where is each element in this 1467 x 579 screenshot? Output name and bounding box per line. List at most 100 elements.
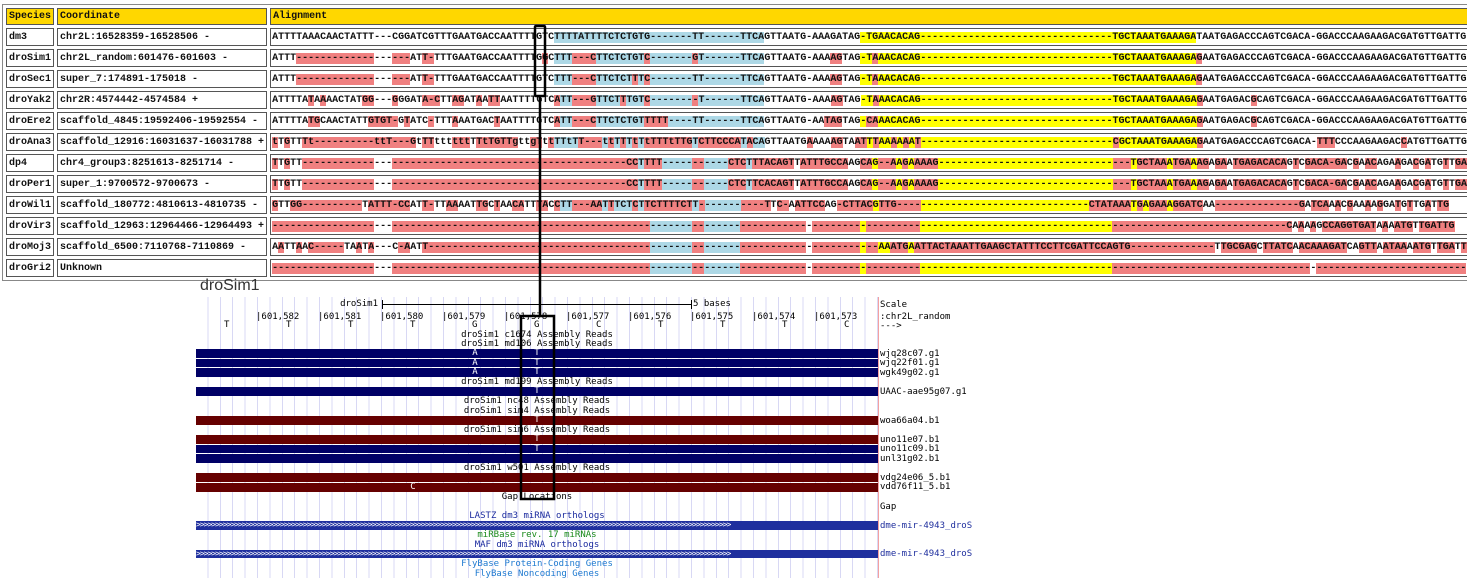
alignment-segment: T xyxy=(620,94,627,106)
assembly-read[interactable]: T xyxy=(196,434,878,444)
track-label[interactable]: droSim1 w501 Assembly Reads xyxy=(463,463,611,474)
alignment-segment: ATTACTAAATTGAAGCTATTTCCTTCGATTCCAGTG----… xyxy=(914,241,1215,253)
alignment-segment: ttt xyxy=(434,136,453,148)
alignment-segment: A xyxy=(788,199,795,211)
alignment-segment: TTCTCT xyxy=(596,73,633,85)
alignment-segment: GA xyxy=(1400,178,1413,190)
assembly-read[interactable]: T xyxy=(196,415,878,425)
alignment-segment: TG xyxy=(1413,199,1426,211)
alignment-segment: ATTT xyxy=(272,52,297,64)
alignment-segment: TGATTG xyxy=(1418,220,1455,232)
track-label[interactable]: miRBase rev. 17 miRNAs xyxy=(477,530,597,541)
track-label[interactable]: FlyBase Protein-Coding Genes xyxy=(461,558,613,569)
read-name-label[interactable]: vdg24e06_5.b1 xyxy=(880,472,951,483)
read-name-label[interactable]: uno11c09.b1 xyxy=(880,444,940,455)
reference-base: T xyxy=(782,320,788,330)
alignment-segment: C xyxy=(1346,157,1353,169)
assembly-read[interactable]: T xyxy=(196,386,878,396)
alignment-segment: --- xyxy=(374,262,393,274)
alignment-segment: G xyxy=(1250,115,1257,127)
position-tick-label: |601,573 xyxy=(814,312,858,322)
coordinate-cell: scaffold_180772:4810613-4810735 - xyxy=(57,196,268,214)
track-label[interactable]: Gap Locations xyxy=(501,492,573,503)
alignment-segment: - xyxy=(806,220,813,232)
position-tick-label: |601,574 xyxy=(752,312,796,322)
mirna-name-label[interactable]: dme-mir-4943_droS xyxy=(880,520,973,531)
mirna-name-label[interactable]: dme-mir-4943_droS xyxy=(880,549,973,560)
alignment-segment: ATTT-CC xyxy=(368,199,411,211)
alignment-segment: TtTGTTg xyxy=(476,136,519,148)
alignment-segment: T xyxy=(278,178,285,190)
track-label[interactable]: droSim1 nc48 Assembly Reads xyxy=(463,396,611,407)
alignment-segment: AAT xyxy=(458,199,477,211)
alignment-segment: TG xyxy=(1460,241,1467,253)
alignment-segment: -TGAACACAG------------------------------… xyxy=(860,31,1197,43)
alignment-segment: G xyxy=(284,157,291,169)
alignment-segment: TT xyxy=(560,94,573,106)
position-tick-label: |601,576 xyxy=(628,312,672,322)
alignment-segment: A xyxy=(476,94,483,106)
alignment-segment: T- xyxy=(422,52,435,64)
alignment-segment: TAG xyxy=(842,115,861,127)
alignment-segment: GTTAATG-AAAGATAG xyxy=(764,31,861,43)
alignment-segment: AACACAG--------------------------------T… xyxy=(878,52,1197,64)
read-name-label[interactable]: vdd76f11_5.b1 xyxy=(880,482,951,493)
assembly-read[interactable] xyxy=(196,473,878,482)
alignment-segment: C xyxy=(1298,178,1305,190)
track-label[interactable]: droSim1 c1674 Assembly Reads xyxy=(461,329,613,340)
alignment-segment: A xyxy=(296,241,303,253)
alignment-row: droWil1 scaffold_180772:4810613-4810735 -… xyxy=(6,196,1467,214)
alignment-segment: T- xyxy=(422,73,435,85)
read-name-label[interactable]: wgk49g02.g1 xyxy=(880,367,940,378)
alignment-segment: ----------------- xyxy=(272,220,375,232)
alignment-segment: A xyxy=(1292,220,1299,232)
read-name-label[interactable]: wjq28c07.g1 xyxy=(880,348,940,359)
reference-base: C xyxy=(844,320,850,330)
alignment-segment: TA xyxy=(842,136,855,148)
alignment-segment: G xyxy=(692,52,699,64)
read-name-label[interactable]: UAAC-aae95g07.g1 xyxy=(880,386,967,397)
alignment-segment: ----------- xyxy=(740,241,807,253)
alignment-segment: -------- xyxy=(812,241,861,253)
alignment-segment: GAA xyxy=(1148,199,1167,211)
alignment-segment: ----T xyxy=(740,199,771,211)
chromosome-label: :chr2L_random xyxy=(880,312,951,322)
alignment-sequence: ATTTTAAACAACTATTT---CGGATCGTTTGAATGACCAA… xyxy=(270,28,1467,46)
alignment-segment: - xyxy=(1310,262,1317,274)
read-name-label[interactable]: wjq22f01.g1 xyxy=(880,358,940,369)
alignment-segment: C xyxy=(644,94,651,106)
read-name-label[interactable]: woa66a04.b1 xyxy=(880,415,940,426)
assembly-read[interactable] xyxy=(196,454,878,463)
alignment-segment: ---C xyxy=(374,241,399,253)
alignment-segment: TCA xyxy=(1310,199,1329,211)
alignment-segment: ATTCC xyxy=(794,199,825,211)
alignment-segment: A xyxy=(1425,199,1432,211)
read-name-label[interactable]: uno11e07.b1 xyxy=(880,434,940,445)
alignment-segment: T xyxy=(626,136,633,148)
track-label[interactable]: FlyBase Noncoding Genes xyxy=(474,568,600,579)
assembly-read[interactable]: T xyxy=(196,444,878,454)
track-label[interactable]: MAF dm3 miRNA orthologs xyxy=(474,539,600,550)
alignment-segment: --- xyxy=(374,94,393,106)
alignment-segment: G xyxy=(1286,157,1293,169)
alignment-segment: GCTAAATGAAAGA xyxy=(1118,136,1197,148)
read-mismatch-base: T xyxy=(534,367,540,378)
alignment-segment: AG xyxy=(1196,178,1209,190)
alignment-sequence: ATTT-------------------ATT-TTTGAATGACCAA… xyxy=(270,70,1467,88)
alignment-segment: C xyxy=(548,199,555,211)
assembly-read[interactable]: C xyxy=(196,482,878,492)
alignment-segment: T------------------------------------- xyxy=(422,241,651,253)
mirna-ortholog-feature[interactable]: >>>>>>>>>>>>>>>>>>>>>>>>>>>>>>>>>>>>>>>>… xyxy=(196,549,878,559)
alignment-segment: --- xyxy=(374,73,393,85)
alignment-row: droEre2 scaffold_4845:19592406-19592554 -… xyxy=(6,112,1467,130)
track-label[interactable]: LASTZ dm3 miRNA orthologs xyxy=(469,511,605,522)
coordinate-cell: scaffold_4845:19592406-19592554 - xyxy=(57,112,268,130)
read-name-label[interactable]: unl31g02.b1 xyxy=(880,453,940,464)
mirna-ortholog-feature[interactable]: >>>>>>>>>>>>>>>>>>>>>>>>>>>>>>>>>>>>>>>>… xyxy=(196,521,878,530)
alignment-segment: TG xyxy=(1430,157,1443,169)
alignment-segment: AT xyxy=(410,73,423,85)
reference-base: T xyxy=(720,320,726,330)
